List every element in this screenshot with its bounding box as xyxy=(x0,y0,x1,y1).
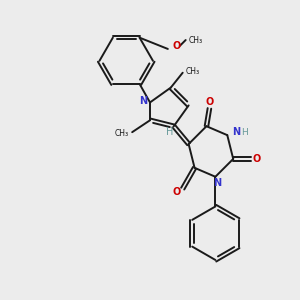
Text: CH₃: CH₃ xyxy=(115,129,129,138)
Text: CH₃: CH₃ xyxy=(189,35,203,44)
Text: O: O xyxy=(172,41,181,51)
Text: N: N xyxy=(139,96,147,106)
Text: CH₃: CH₃ xyxy=(186,67,200,76)
Text: O: O xyxy=(172,187,181,196)
Text: H: H xyxy=(241,128,248,137)
Text: H: H xyxy=(166,127,173,137)
Text: O: O xyxy=(205,98,214,107)
Text: N: N xyxy=(232,127,240,137)
Text: O: O xyxy=(253,154,261,164)
Text: N: N xyxy=(213,178,221,188)
